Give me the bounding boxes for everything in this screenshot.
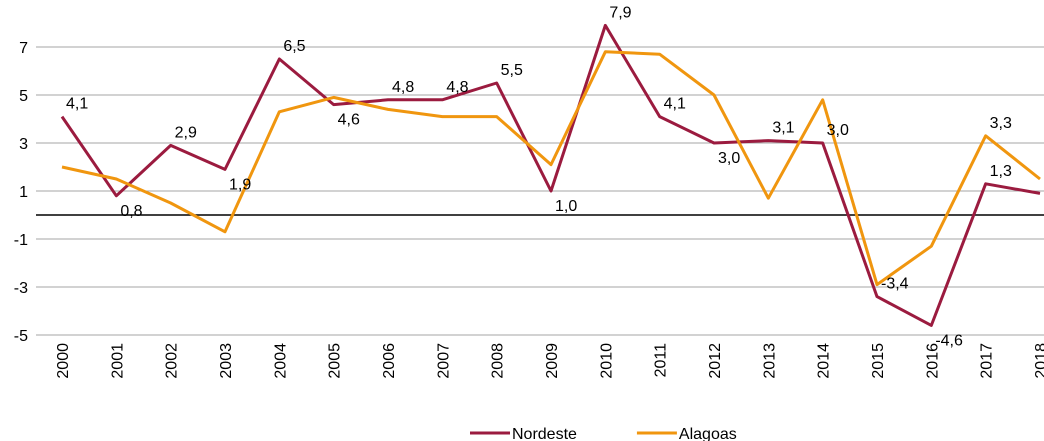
x-tick-label: 2008 [490, 343, 507, 379]
x-tick-label: 2002 [164, 343, 181, 379]
x-tick-label: 2013 [761, 343, 778, 379]
data-label: 4,1 [664, 96, 686, 113]
y-tick-label: -1 [14, 232, 28, 249]
series-line [60, 23, 1041, 327]
y-tick-label: 3 [19, 136, 28, 153]
series-line [61, 50, 1041, 287]
x-tick-label: 2006 [381, 343, 398, 379]
x-tick-label: 2011 [653, 343, 670, 378]
y-tick-label: 5 [19, 88, 28, 105]
legend-label: Alagoas [679, 426, 737, 441]
data-label: 3,3 [990, 115, 1012, 132]
data-label: 4,8 [392, 79, 414, 96]
data-label: 1,0 [555, 198, 577, 215]
x-tick-label: 2000 [55, 343, 72, 379]
x-tick-label: 2018 [1033, 343, 1044, 379]
data-label: 1,9 [229, 176, 251, 193]
data-label: 3,0 [827, 122, 849, 139]
data-label: 4,6 [338, 112, 360, 129]
data-label: 4,8 [446, 79, 468, 96]
x-tick-label: 2001 [109, 343, 126, 379]
data-label: -3,4 [881, 276, 909, 293]
x-tick-label: 2004 [272, 343, 289, 379]
data-label: 5,5 [501, 62, 523, 79]
x-tick-label: 2009 [544, 343, 561, 379]
data-label: 7,9 [609, 4, 631, 21]
y-tick-label: -3 [14, 280, 28, 297]
data-label: -4,6 [935, 332, 963, 349]
y-tick-label: 1 [19, 184, 28, 201]
x-tick-label: 2014 [816, 343, 833, 379]
y-tick-label: -5 [14, 328, 28, 345]
x-tick-label: 2010 [598, 343, 615, 379]
x-tick-label: 2016 [924, 343, 941, 379]
data-label: 6,5 [283, 38, 305, 55]
x-tick-label: 2012 [707, 343, 724, 379]
y-tick-label: 7 [19, 40, 28, 57]
data-label: 1,3 [990, 163, 1012, 180]
data-label: 0,8 [120, 203, 142, 220]
x-tick-label: 2005 [327, 343, 344, 379]
data-label: 4,1 [66, 96, 88, 113]
data-label: 2,9 [175, 124, 197, 141]
legend-label: Nordeste [512, 426, 577, 441]
x-tick-label: 2017 [979, 343, 996, 379]
x-tick-label: 2003 [218, 343, 235, 379]
x-tick-label: 2007 [435, 343, 452, 379]
data-label: 3,1 [772, 120, 794, 137]
data-label: 3,0 [718, 150, 740, 167]
x-tick-label: 2015 [870, 343, 887, 379]
